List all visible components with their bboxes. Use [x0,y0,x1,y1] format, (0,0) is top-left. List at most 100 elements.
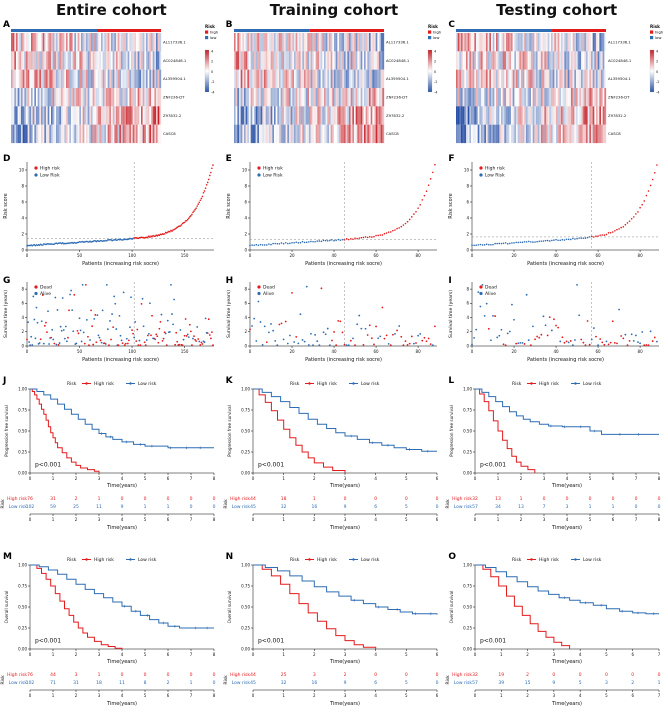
svg-text:6: 6 [612,476,615,481]
svg-text:5: 5 [405,693,408,698]
svg-text:p<0.001: p<0.001 [480,637,506,644]
svg-text:-2: -2 [211,80,215,84]
svg-text:9: 9 [343,504,346,510]
panel-letter-D: D [3,154,11,164]
svg-text:0.50: 0.50 [463,604,472,609]
svg-text:low: low [210,35,216,40]
svg-text:0: 0 [121,672,124,678]
svg-text:2: 2 [343,672,346,678]
svg-text:0: 0 [213,504,216,510]
svg-text:Risk: Risk [67,557,77,563]
svg-text:6: 6 [244,301,247,306]
svg-text:40: 40 [554,253,560,258]
svg-text:0.50: 0.50 [241,604,250,609]
svg-text:Risk: Risk [290,557,300,563]
svg-text:2: 2 [520,517,523,522]
svg-text:4: 4 [579,652,582,657]
svg-text:3: 3 [553,693,556,698]
svg-text:7: 7 [190,517,193,522]
km-pfs-entire: Risk High risk Low risk 0.00 0.25 0.50 0.75 1.0… [0,376,223,552]
svg-text:Time(years): Time(years) [106,525,137,531]
svg-text:0: 0 [632,672,635,678]
svg-text:High risk: High risk [230,496,250,502]
svg-text:8: 8 [21,287,24,292]
survival-scatter-row: G 0 2 4 6 8 0 50 100 150 Dead Alive Survival time (… [0,276,668,376]
panel-E-risk-curve: E 0 2 4 6 8 10 0 20 40 60 80 High risk Low Risk Risk … [223,154,446,276]
svg-text:0: 0 [374,496,377,502]
svg-text:2: 2 [75,476,78,481]
svg-text:Risk score: Risk score [448,193,454,218]
svg-text:0: 0 [467,247,470,252]
svg-text:34: 34 [495,504,501,510]
svg-text:4: 4 [374,652,377,657]
svg-text:0: 0 [467,343,470,348]
svg-text:3: 3 [343,652,346,657]
svg-text:Time(years): Time(years) [551,483,582,489]
svg-text:7: 7 [190,693,193,698]
svg-text:44: 44 [50,672,56,678]
svg-text:0: 0 [26,253,29,258]
svg-text:Time(years): Time(years) [329,525,360,531]
svg-text:Patients (increasing risk socr: Patients (increasing risk socre) [527,261,604,267]
svg-text:32: 32 [472,496,478,502]
panel-letter-M: M [3,552,12,562]
svg-text:Time(years): Time(years) [551,701,582,707]
svg-text:1: 1 [190,680,193,686]
svg-text:0: 0 [21,247,24,252]
svg-text:4: 4 [374,476,377,481]
svg-text:Time(years): Time(years) [551,659,582,665]
svg-text:0.50: 0.50 [18,604,27,609]
svg-text:50: 50 [77,253,83,258]
svg-text:0: 0 [29,476,32,481]
svg-text:Progression free survival: Progression free survival [227,405,232,457]
panel-letter-O: O [448,552,456,562]
svg-text:6: 6 [435,517,438,522]
svg-text:6: 6 [632,693,635,698]
svg-text:1: 1 [282,517,285,522]
svg-text:2: 2 [75,693,78,698]
svg-text:Low Risk: Low Risk [263,173,283,179]
svg-text:57: 57 [472,504,478,510]
svg-text:0: 0 [658,496,661,502]
svg-text:1.00: 1.00 [463,562,472,567]
svg-text:0.75: 0.75 [18,407,27,412]
svg-text:60: 60 [373,253,379,258]
svg-text:3: 3 [543,517,546,522]
svg-text:Low risk: Low risk [138,381,157,387]
heatmap-training-chart: AL117336.1 AC024848.1 AL359504.1 ZNF236-DT Z… [223,20,446,154]
svg-text:45: 45 [250,504,256,510]
svg-text:p<0.001: p<0.001 [258,637,284,644]
svg-text:150: 150 [181,253,189,258]
svg-text:low: low [655,35,661,40]
svg-text:18: 18 [96,680,102,686]
panel-N-km-os: N Risk High risk Low risk 0.00 0.25 0.50 0.75 1… [223,552,446,728]
svg-text:0: 0 [190,496,193,502]
svg-text:1.00: 1.00 [241,386,250,391]
svg-text:Risk: Risk [428,24,438,29]
panel-D-risk-curve: D 0 2 4 6 8 10 0 50 100 150 High risk Low Risk Risk … [0,154,223,276]
svg-text:6: 6 [435,476,438,481]
panel-letter-G: G [3,276,11,286]
svg-text:3: 3 [313,672,316,678]
svg-text:High risk: High risk [539,557,559,563]
svg-text:0: 0 [248,253,251,258]
svg-text:0.50: 0.50 [241,428,250,433]
svg-text:AC024848.1: AC024848.1 [163,58,187,63]
svg-text:32: 32 [280,504,286,510]
svg-text:-2: -2 [434,80,438,84]
svg-text:0: 0 [144,496,147,502]
svg-text:-2: -2 [656,80,660,84]
svg-text:0: 0 [658,504,661,510]
svg-text:Overall survival: Overall survival [227,591,232,624]
panel-L-km-pfs: L Risk High risk Low risk 0.00 0.25 0.50 0.75 1… [445,376,668,552]
svg-text:0: 0 [251,693,254,698]
svg-text:Patients (increasing risk socr: Patients (increasing risk socre) [82,261,159,267]
svg-text:4: 4 [566,517,569,522]
svg-text:2: 2 [632,680,635,686]
svg-text:4: 4 [21,215,24,220]
svg-text:0: 0 [26,349,29,354]
panel-F-risk-curve: F 0 2 4 6 8 10 0 20 40 60 80 High risk Low Risk Risk … [445,154,668,276]
svg-text:5: 5 [579,680,582,686]
svg-text:31: 31 [50,496,56,502]
